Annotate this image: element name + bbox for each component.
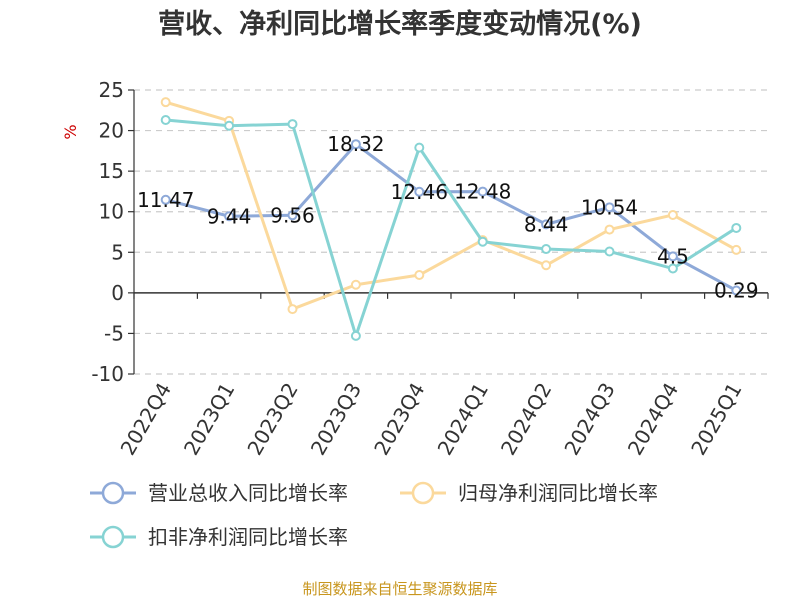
y-tick-label: 0 [111, 281, 124, 305]
data-point [541, 244, 552, 255]
data-point [350, 279, 361, 290]
data-label: 8.44 [524, 212, 569, 236]
data-label: 4.5 [657, 244, 689, 268]
x-tick-label: 2025Q1 [686, 379, 746, 460]
data-point [414, 142, 425, 153]
y-tick-label: 10 [99, 200, 124, 224]
legend-marker [101, 481, 125, 505]
data-point [414, 186, 425, 197]
legend-marker [101, 525, 125, 549]
series-line [165, 118, 738, 338]
data-label: 9.44 [207, 204, 252, 228]
data-point [541, 219, 552, 230]
y-tick-label: 20 [99, 119, 124, 143]
data-label: 9.56 [270, 203, 315, 227]
data-point [224, 120, 235, 131]
data-labels: 11.47 9.44 9.56 18.32 12.46 12.48 8.44 10.54 4.5… [137, 132, 758, 302]
data-point [477, 236, 488, 247]
data-point [350, 330, 361, 341]
data-point [224, 211, 235, 222]
legend-label: 扣非净利润同比增长率 [148, 525, 348, 549]
x-tick-label: 2023Q3 [306, 379, 366, 460]
data-point [287, 210, 298, 221]
legend-label: 归母净利润同比增长率 [458, 481, 658, 505]
x-tick-label: 2024Q3 [559, 379, 619, 460]
data-point [287, 304, 298, 315]
data-point [160, 194, 171, 205]
data-point [667, 209, 678, 220]
data-label: 12.46 [391, 180, 448, 204]
data-point [604, 246, 615, 257]
data-label: 18.32 [327, 132, 384, 156]
y-tick-label: 25 [99, 78, 124, 102]
data-point [731, 244, 742, 255]
source-note: 制图数据来自恒生聚源数据库 [302, 580, 497, 598]
x-tick-label: 2023Q4 [369, 379, 429, 460]
x-tick-label: 2024Q4 [623, 379, 683, 460]
data-label: 0.29 [714, 279, 759, 303]
data-point [160, 115, 171, 126]
chart-title: 营收、净利同比增长率季度变动情况(%) [158, 8, 642, 40]
x-tick-label: 2023Q2 [242, 379, 302, 460]
y-axis-unit: % [61, 124, 80, 139]
data-point [287, 119, 298, 130]
x-tick-label: 2024Q1 [433, 379, 493, 460]
legend-label: 营业总收入同比增长率 [148, 481, 348, 505]
data-point [604, 224, 615, 235]
data-label: 11.47 [137, 188, 194, 212]
data-point [477, 186, 488, 197]
data-point [414, 270, 425, 281]
data-point [731, 285, 742, 296]
y-tick-label: -5 [104, 321, 124, 345]
data-point [731, 222, 742, 233]
series-lines [160, 97, 742, 341]
x-tick-label: 2023Q1 [179, 379, 239, 460]
y-tick-label: -10 [91, 362, 124, 386]
grid-lines [134, 89, 768, 375]
x-tick-label: 2022Q4 [116, 379, 176, 460]
data-point [667, 263, 678, 274]
data-point [541, 260, 552, 271]
legend-marker [411, 481, 435, 505]
series-line [165, 100, 738, 311]
data-label: 12.48 [454, 180, 511, 204]
data-label: 10.54 [581, 195, 638, 219]
y-tick-label: 15 [99, 159, 124, 183]
x-tick-label: 2024Q2 [496, 379, 556, 460]
data-point [350, 139, 361, 150]
data-point [604, 202, 615, 213]
y-tick-label: 5 [111, 240, 124, 264]
data-point [667, 251, 678, 262]
data-point [160, 97, 171, 108]
